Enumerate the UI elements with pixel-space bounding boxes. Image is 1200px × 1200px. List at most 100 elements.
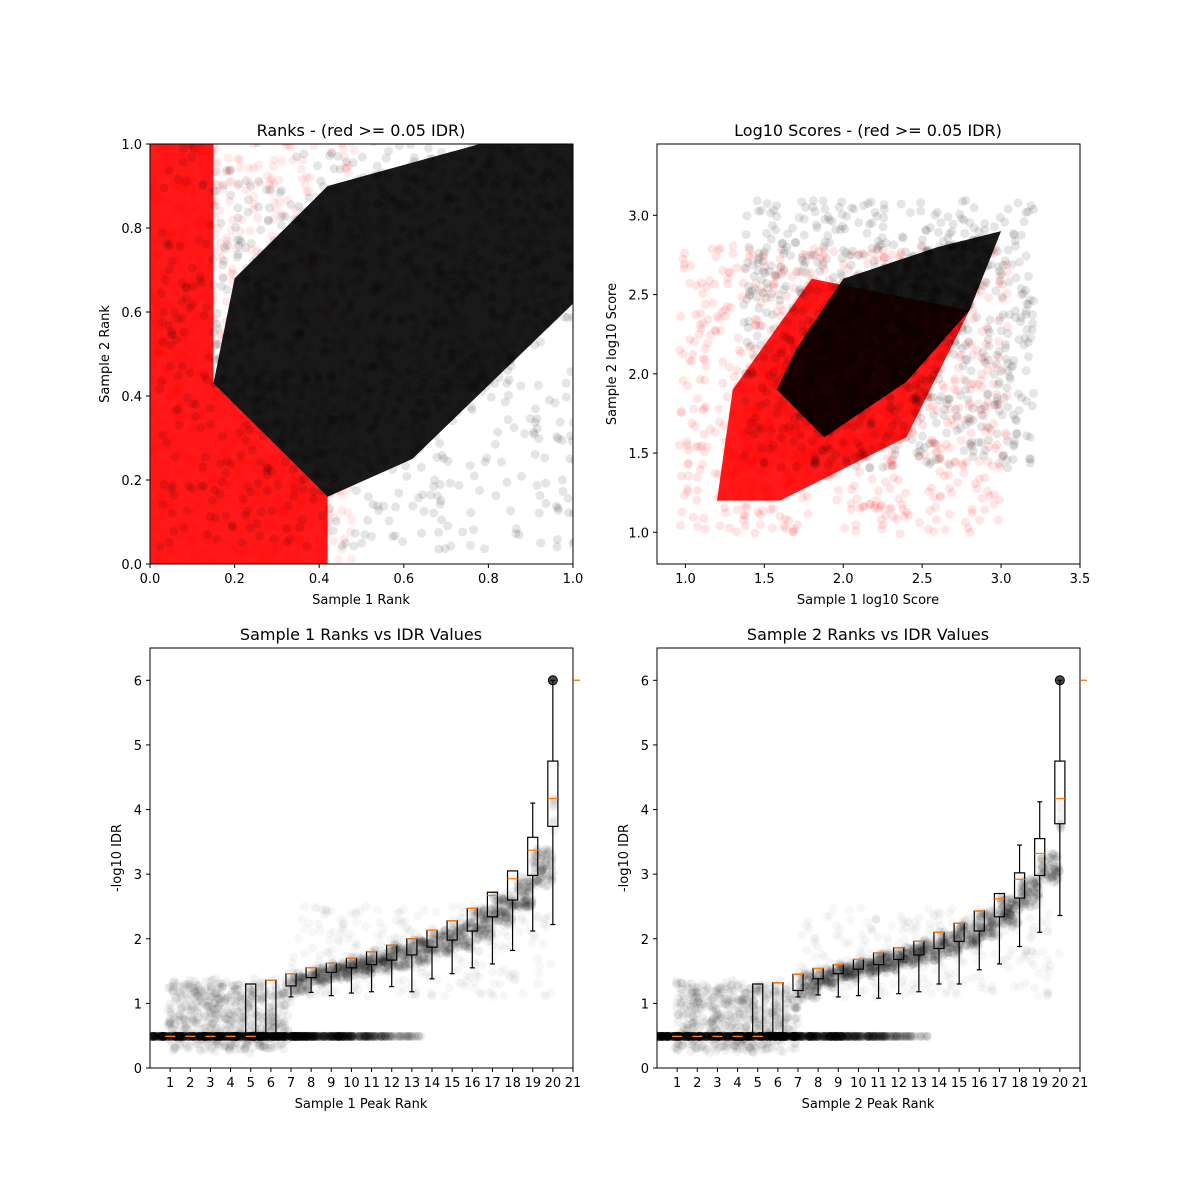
data-point [905,398,915,408]
data-point [854,456,864,466]
data-point [523,261,533,271]
data-point [221,244,231,254]
data-point [776,462,786,472]
data-point [870,207,880,217]
data-point [481,332,491,342]
data-point [178,144,188,154]
data-point [294,485,304,495]
data-point [446,348,456,358]
data-point [281,457,291,467]
data-point [410,174,420,184]
data-point [208,262,218,272]
data-point [352,215,362,225]
data-point [476,370,486,380]
data-point [474,172,484,182]
data-point [939,256,949,266]
data-point [218,260,228,270]
data-point [415,411,425,421]
data-point [162,237,172,247]
data-point [820,434,830,444]
data-point [372,336,382,346]
data-point [164,444,174,454]
data-point [737,477,747,487]
data-point [743,432,753,442]
data-point [729,409,739,419]
data-point [232,235,242,245]
data-point [852,494,862,504]
data-point [246,502,256,512]
data-point [944,509,954,519]
data-point [561,392,571,402]
data-point [762,483,772,493]
data-point [161,558,171,564]
data-point [391,436,401,446]
data-point [301,355,311,365]
data-point [465,540,475,550]
data-point [225,164,235,174]
data-point [172,181,182,191]
data-point [272,418,282,428]
data-point [281,389,291,399]
data-point [270,549,280,559]
data-point [496,457,506,467]
data-point [786,476,796,486]
data-point [256,466,266,476]
data-point [435,268,445,278]
data-point [295,212,305,222]
data-point [892,514,902,524]
data-point [980,473,990,483]
data-point [857,422,867,432]
data-point [325,371,335,381]
data-point [305,172,315,182]
data-point [279,509,289,519]
data-point [528,262,538,272]
data-point [266,309,276,319]
data-point [189,336,199,346]
data-point [298,420,308,430]
data-point [426,490,436,500]
data-point [457,371,467,381]
data-point [250,426,260,436]
data-point [316,485,326,495]
data-point [278,537,288,547]
data-point [379,501,389,511]
data-point [901,488,911,498]
data-point [189,535,199,545]
data-point [728,466,738,476]
data-point [782,468,792,478]
data-point [543,168,553,178]
data-point [249,144,259,149]
data-point [398,537,408,547]
data-point [388,367,398,377]
data-point [237,537,247,547]
data-point [223,519,233,529]
data-point [298,382,308,392]
data-point [397,257,407,267]
data-point [734,463,744,473]
data-point [229,546,239,556]
data-point [181,453,191,463]
data-point [413,177,423,187]
data-point [780,318,790,328]
data-point [325,151,335,161]
data-point [488,313,498,323]
data-point [815,280,825,290]
data-point [182,516,192,526]
data-point [406,224,416,234]
data-point [429,481,439,491]
x-axis-ticks: 0.0 0.2 0.4 0.6 0.8 1.0 [140,564,583,587]
data-point [219,256,229,266]
data-point [271,474,281,484]
data-point [179,257,189,267]
data-point [188,465,198,475]
data-point [265,397,275,407]
data-point [192,187,202,197]
data-point [465,461,475,471]
data-point [974,456,984,466]
data-point [535,491,545,501]
data-point [248,257,258,267]
data-point [314,375,324,385]
data-point [262,486,272,496]
data-point [203,553,213,563]
data-point [285,534,295,544]
